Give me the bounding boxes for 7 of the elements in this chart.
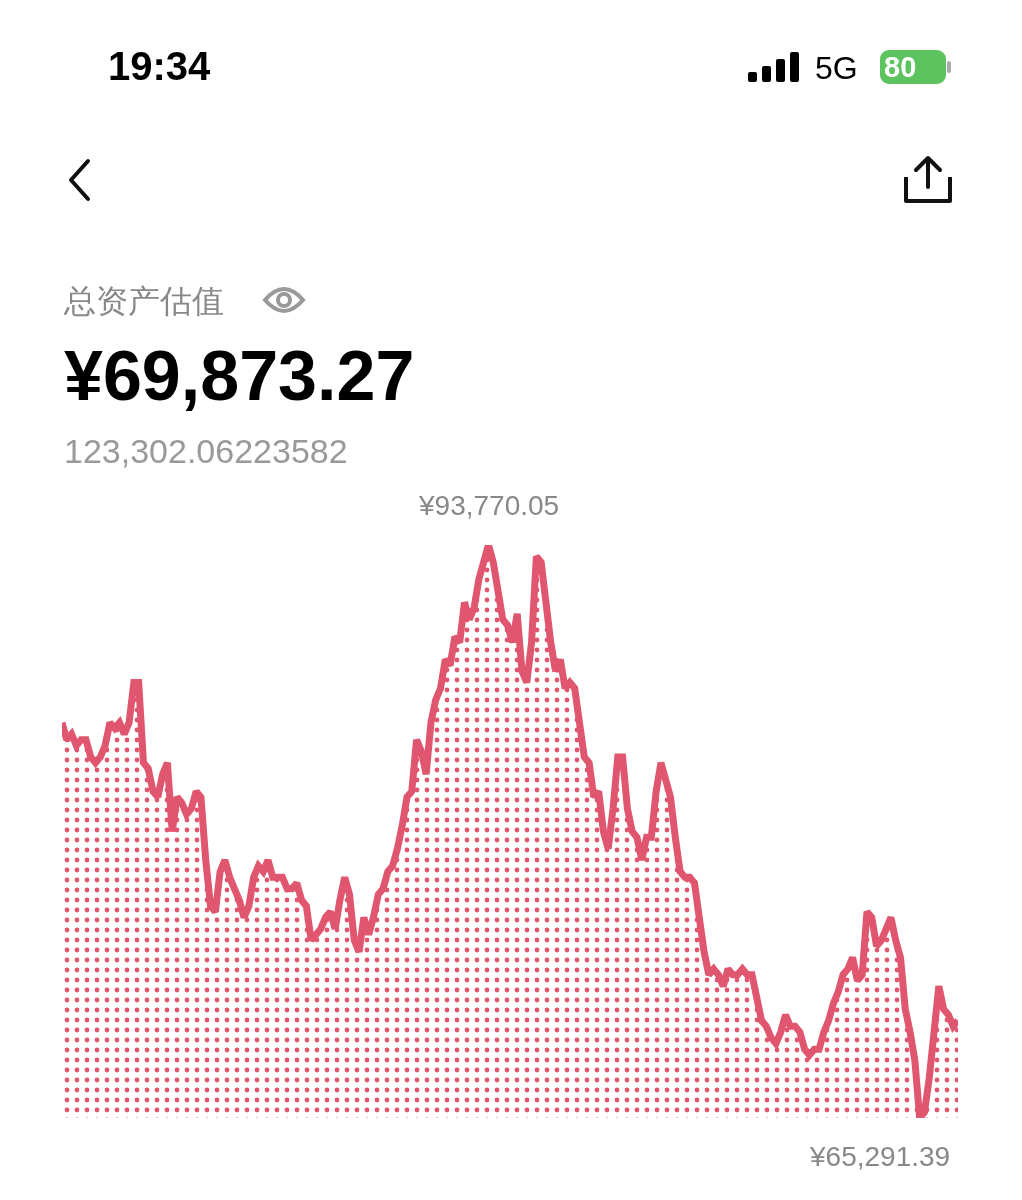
text: 19:34 xyxy=(108,44,211,89)
text: ¥93,770.05 xyxy=(418,490,560,521)
text: 总资产估值 xyxy=(64,282,224,321)
text: ¥69,873.27 xyxy=(64,336,415,416)
text: 123,302.06223582 xyxy=(64,432,348,471)
text: ¥65,291.39 xyxy=(809,1141,951,1172)
text: 5G xyxy=(815,50,858,87)
